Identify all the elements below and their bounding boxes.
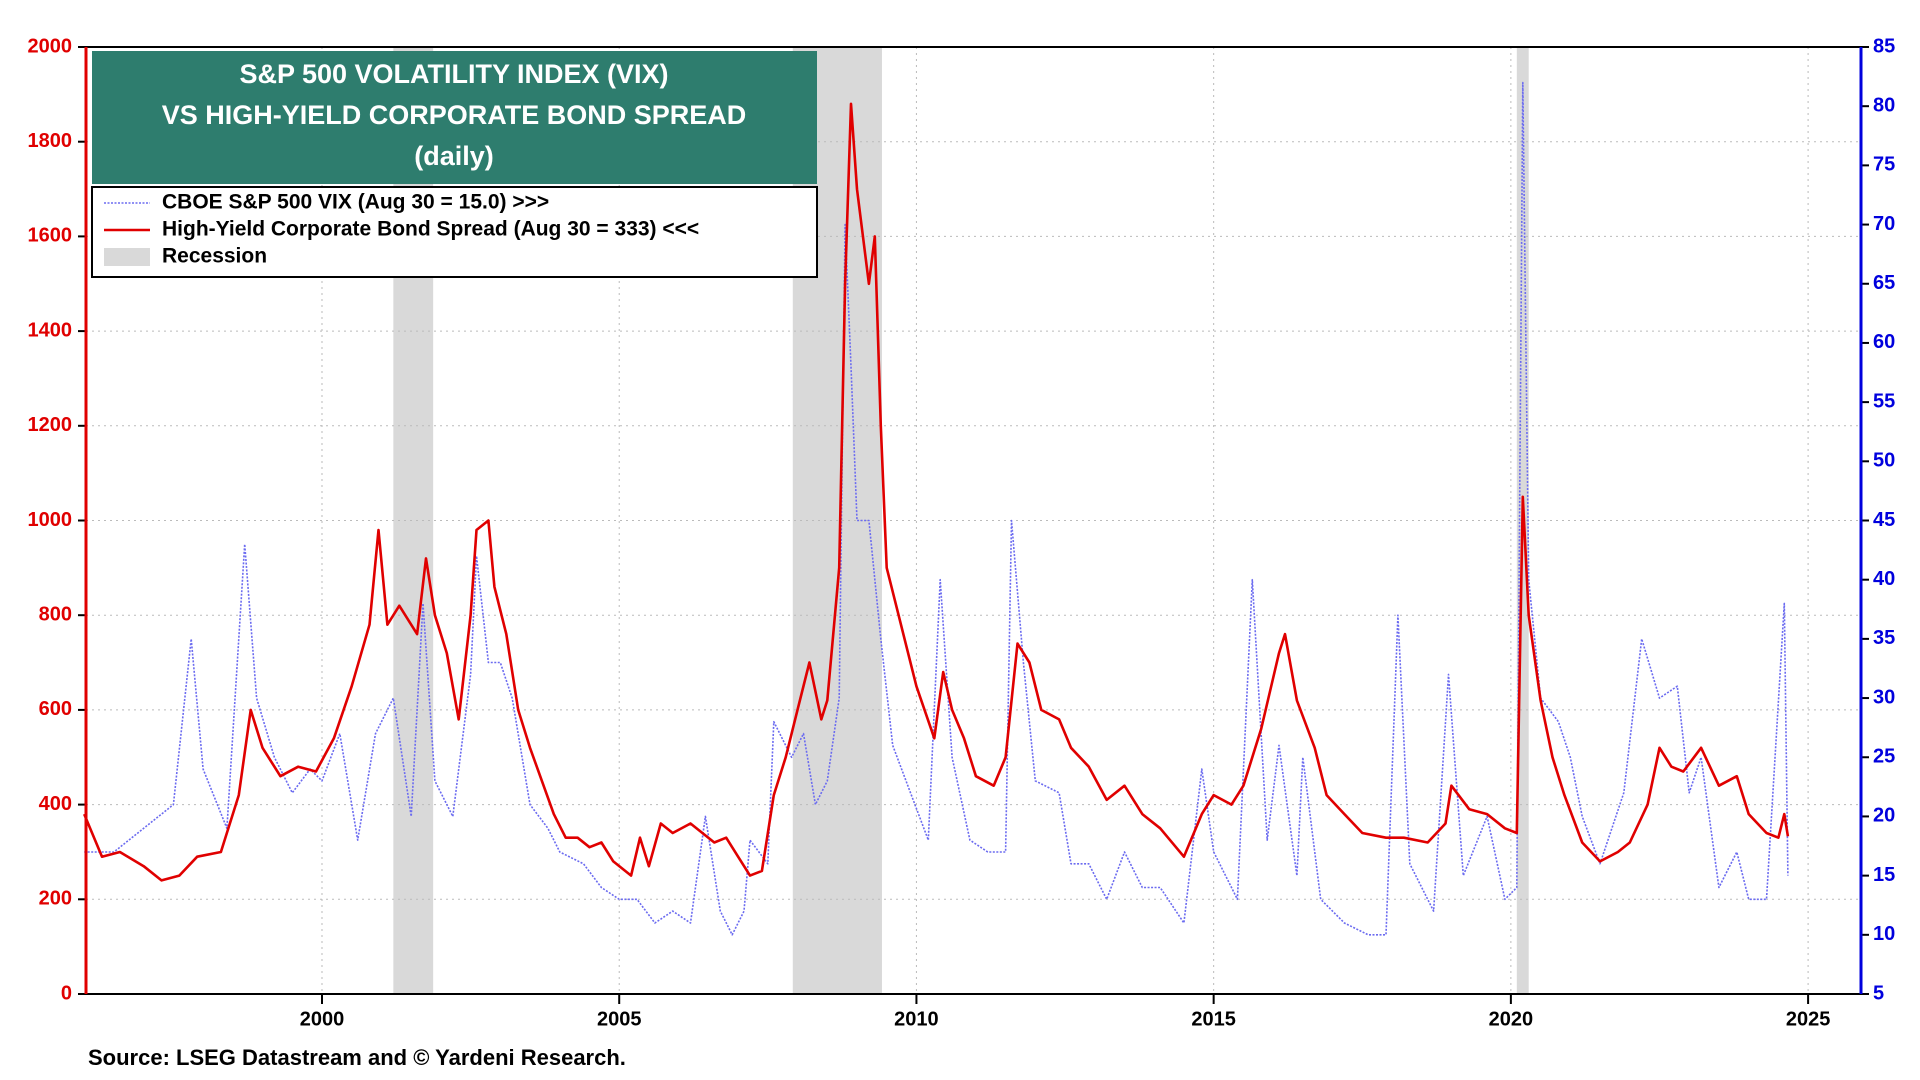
legend-box (91, 186, 818, 278)
chart-title: S&P 500 VOLATILITY INDEX (VIX) (239, 59, 668, 89)
y-tick-label: 1400 (28, 319, 73, 341)
y-tick-label: 1000 (28, 509, 73, 531)
y-tick-label: 1600 (28, 225, 73, 247)
legend-swatch (104, 248, 150, 266)
y2-tick-label: 80 (1873, 94, 1895, 116)
y-tick-label: 400 (39, 793, 72, 815)
y-tick-label: 1800 (28, 130, 73, 152)
y2-tick-label: 15 (1873, 864, 1895, 886)
legend-label: High-Yield Corporate Bond Spread (Aug 30… (162, 218, 699, 241)
y2-tick-label: 60 (1873, 331, 1895, 353)
y2-tick-label: 30 (1873, 686, 1895, 708)
y2-tick-label: 85 (1873, 35, 1895, 57)
y2-tick-label: 20 (1873, 805, 1895, 827)
y-tick-label: 0 (61, 982, 72, 1004)
y2-tick-label: 70 (1873, 213, 1895, 235)
y-tick-label: 200 (39, 888, 72, 910)
y2-tick-label: 35 (1873, 627, 1895, 649)
y2-tick-label: 75 (1873, 154, 1895, 176)
x-tick-label: 2000 (300, 1008, 345, 1030)
source: Source: LSEG Datastream and © Yardeni Re… (88, 1045, 626, 1070)
x-tick-label: 2015 (1191, 1008, 1236, 1030)
y2-tick-label: 65 (1873, 272, 1895, 294)
y-tick-label: 2000 (28, 35, 73, 57)
x-tick-label: 2025 (1786, 1008, 1831, 1030)
y2-tick-label: 40 (1873, 568, 1895, 590)
y-tick-label: 1200 (28, 414, 73, 436)
title-box (92, 51, 817, 184)
y2-tick-label: 5 (1873, 982, 1884, 1004)
series-line (83, 102, 1790, 882)
x-tick-label: 2010 (894, 1008, 939, 1030)
legend-label: CBOE S&P 500 VIX (Aug 30 = 15.0) >>> (162, 191, 549, 214)
y2-tick-label: 25 (1873, 746, 1895, 768)
legend-label: Recession (162, 245, 267, 268)
chart-subtitle: (daily) (414, 141, 494, 171)
y2-tick-label: 45 (1873, 509, 1895, 531)
y2-tick-label: 55 (1873, 390, 1895, 412)
y2-tick-label: 50 (1873, 450, 1895, 472)
y-tick-label: 600 (39, 698, 72, 720)
chart-title: VS HIGH-YIELD CORPORATE BOND SPREAD (162, 100, 747, 130)
x-tick-label: 2020 (1489, 1008, 1534, 1030)
series-line (84, 81, 1789, 936)
y-tick-label: 800 (39, 603, 72, 625)
x-tick-label: 2005 (597, 1008, 642, 1030)
y2-tick-label: 10 (1873, 923, 1895, 945)
